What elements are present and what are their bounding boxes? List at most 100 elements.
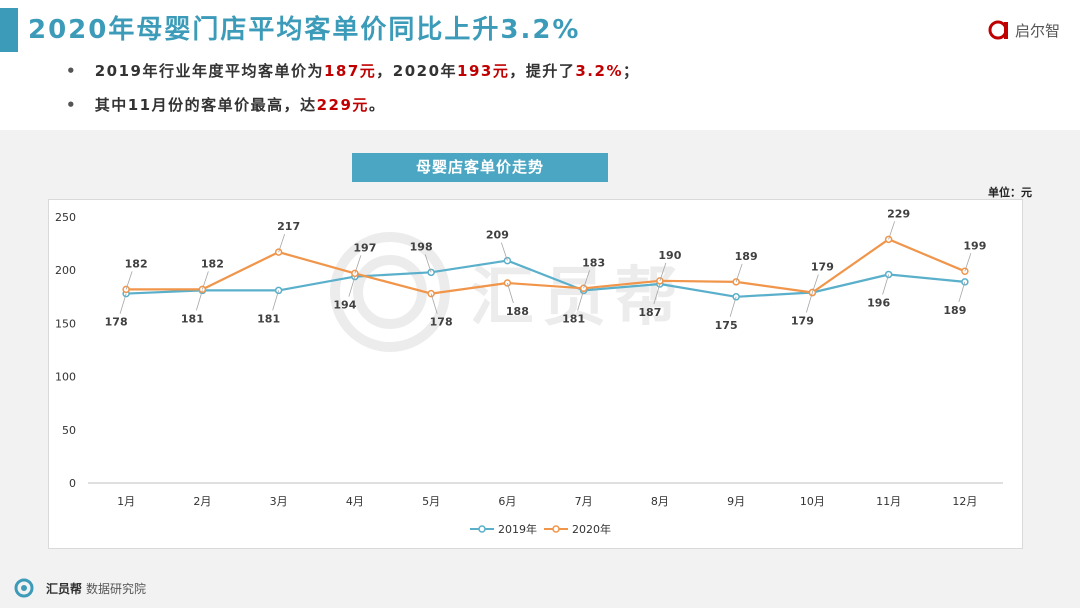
data-label-2020: 179: [811, 261, 834, 274]
data-label-2019: 196: [867, 296, 890, 309]
leader-line: [958, 281, 966, 303]
x-tick-label: 7月: [575, 495, 593, 508]
series-line-2020: [126, 238, 966, 295]
summary-bullet: • 2019年行业年度平均客单价为187元，2020年193元，提升了3.2%；: [66, 58, 640, 92]
x-tick-label: 11月: [876, 495, 901, 508]
brand-logo-icon: [988, 20, 1008, 40]
leader-line: [811, 274, 819, 293]
leader-line: [354, 255, 362, 274]
leader-line: [882, 274, 890, 295]
data-point: [884, 270, 893, 279]
x-tick-label: 10月: [800, 495, 825, 508]
leader-line: [348, 276, 356, 297]
data-label-2020: 197: [353, 241, 376, 254]
leader-line: [888, 221, 896, 240]
leader-line: [125, 271, 133, 290]
x-tick-label: 3月: [270, 495, 288, 508]
summary-list: • 2019年行业年度平均客单价为187元，2020年193元，提升了3.2%；…: [66, 58, 640, 126]
chart-title: 母婴店客单价走势: [352, 153, 608, 182]
footer: 汇员帮 数据研究院: [14, 578, 146, 598]
bullet-text: 。: [368, 96, 386, 114]
bullet-text: ，提升了: [509, 62, 576, 80]
legend-label: 2020年: [572, 522, 611, 536]
footer-logo-icon: [14, 578, 34, 598]
line-chart: 0 50 100 150 200 250 1月 2月 3月 4月 5月 6月 7月 8月 9月 10月 11月 1…: [55, 207, 1003, 536]
data-label-2019: 181: [562, 312, 585, 325]
y-tick-label: 50: [62, 424, 76, 437]
data-label-2020: 183: [582, 256, 605, 269]
y-tick-label: 0: [69, 477, 76, 490]
y-tick-label: 150: [55, 317, 76, 330]
data-label-2019: 187: [638, 306, 661, 319]
bullet-text: ；: [622, 62, 640, 80]
data-label-2020: 217: [277, 220, 300, 233]
bullet-dot: •: [66, 96, 78, 114]
leader-line: [729, 296, 737, 317]
y-tick-label: 250: [55, 211, 76, 224]
x-tick-label: 6月: [498, 495, 516, 508]
legend-label: 2019年: [498, 522, 537, 536]
leader-line: [735, 263, 743, 283]
leader-line: [577, 290, 585, 311]
y-tick-label: 100: [55, 371, 76, 384]
leader-line: [583, 270, 591, 289]
x-tick-label: 4月: [346, 495, 364, 508]
x-tick-label: 2月: [193, 495, 211, 508]
data-label-2020: 199: [963, 239, 986, 252]
leader-line: [201, 271, 209, 290]
brand-logo-text: 启尔智: [1014, 21, 1060, 40]
data-label-2020: 188: [506, 305, 529, 318]
chart-panel: [48, 199, 1023, 549]
leader-line: [964, 253, 972, 272]
data-label-2020: 182: [125, 257, 148, 270]
leader-line: [659, 262, 667, 281]
chart-unit-label: 单位：元: [988, 186, 1032, 199]
leader-line: [424, 254, 432, 273]
series-line-2019: [126, 259, 966, 298]
data-label-2019: 178: [105, 316, 128, 329]
title-accent-bar: [0, 8, 18, 52]
x-tick-label: 8月: [651, 495, 669, 508]
data-label-2019: 194: [333, 299, 356, 312]
leader-line: [278, 233, 286, 253]
bullet-highlight: 229元: [316, 96, 369, 114]
data-label-2019: 198: [410, 240, 433, 253]
x-tick-label: 5月: [422, 495, 440, 508]
data-label-2019: 181: [257, 312, 280, 325]
data-label-2019: 209: [486, 229, 509, 242]
data-label-2020: 182: [201, 257, 224, 270]
data-label-2020: 190: [658, 249, 681, 262]
data-label-2019: 175: [715, 319, 738, 332]
data-point: [732, 293, 740, 301]
data-label-2019: 181: [181, 312, 204, 325]
bullet-highlight: 193元: [457, 62, 510, 80]
bullet-highlight: 3.2%: [575, 62, 623, 80]
bullet-text: 其中11月份的客单价最高，达: [94, 96, 317, 114]
leader-line: [805, 292, 813, 313]
brand-logo: 启尔智: [988, 18, 1060, 42]
page-title: 2020年母婴门店平均客单价同比上升3.2%: [28, 15, 581, 45]
footer-text: 数据研究院: [86, 581, 147, 596]
footer-brand: 汇员帮: [46, 581, 83, 596]
data-point: [961, 278, 969, 286]
bullet-text: 2019年行业年度平均客单价为: [94, 62, 324, 80]
leader-line: [195, 290, 203, 311]
bullet-dot: •: [66, 62, 78, 80]
leader-line: [430, 293, 438, 314]
bullet-highlight: 187元: [323, 62, 377, 80]
legend-marker: [552, 525, 560, 533]
legend-marker: [478, 525, 486, 533]
leader-line: [272, 290, 280, 311]
x-tick-label: 9月: [727, 495, 745, 508]
data-point: [961, 267, 969, 276]
y-tick-label: 200: [55, 264, 76, 277]
summary-bullet: • 其中11月份的客单价最高，达229元。: [66, 92, 640, 126]
bullet-text: ，2020年: [376, 62, 458, 80]
data-label-2020: 178: [430, 316, 453, 329]
data-label-2019: 189: [943, 304, 966, 317]
x-tick-label: 12月: [952, 495, 977, 508]
x-tick-label: 1月: [117, 495, 135, 508]
data-label-2020: 229: [887, 207, 910, 220]
leader-line: [119, 293, 127, 314]
leader-line: [500, 242, 508, 261]
